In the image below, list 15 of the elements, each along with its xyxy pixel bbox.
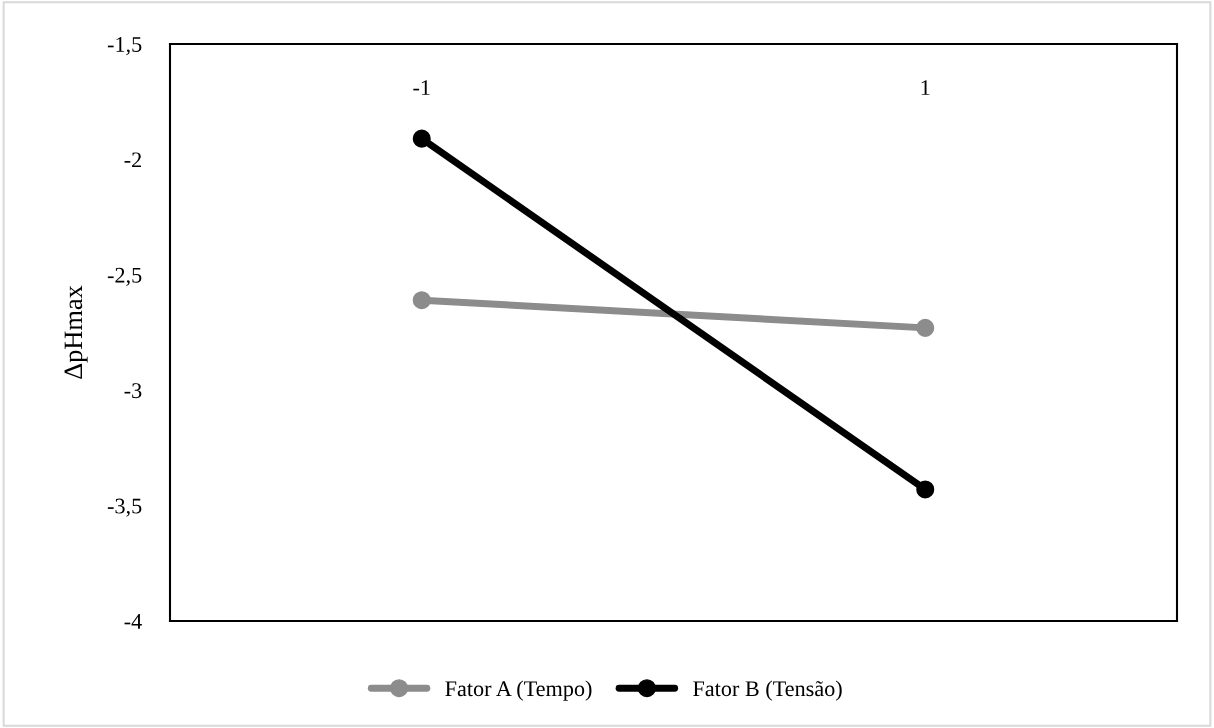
point bbox=[412, 129, 431, 148]
point bbox=[916, 318, 935, 337]
y-tick-label: -2,5 bbox=[107, 267, 142, 286]
y-tick-label: -3,5 bbox=[107, 498, 142, 517]
x-tick-label: 1 bbox=[921, 80, 930, 95]
y-tick-label: -2 bbox=[124, 152, 141, 168]
point bbox=[916, 480, 935, 499]
y-axis-title: ΔpHmax bbox=[64, 285, 88, 379]
y-tick-label: -4 bbox=[124, 614, 142, 629]
y-tick-label: -3 bbox=[124, 383, 142, 399]
x-tick-label: -1 bbox=[413, 80, 430, 95]
y-tick-label: -1,5 bbox=[107, 37, 142, 56]
point bbox=[412, 291, 431, 310]
legend-label: Fator A (Tempo) bbox=[445, 680, 592, 701]
legend-label: Fator B (Tensão) bbox=[693, 680, 842, 701]
